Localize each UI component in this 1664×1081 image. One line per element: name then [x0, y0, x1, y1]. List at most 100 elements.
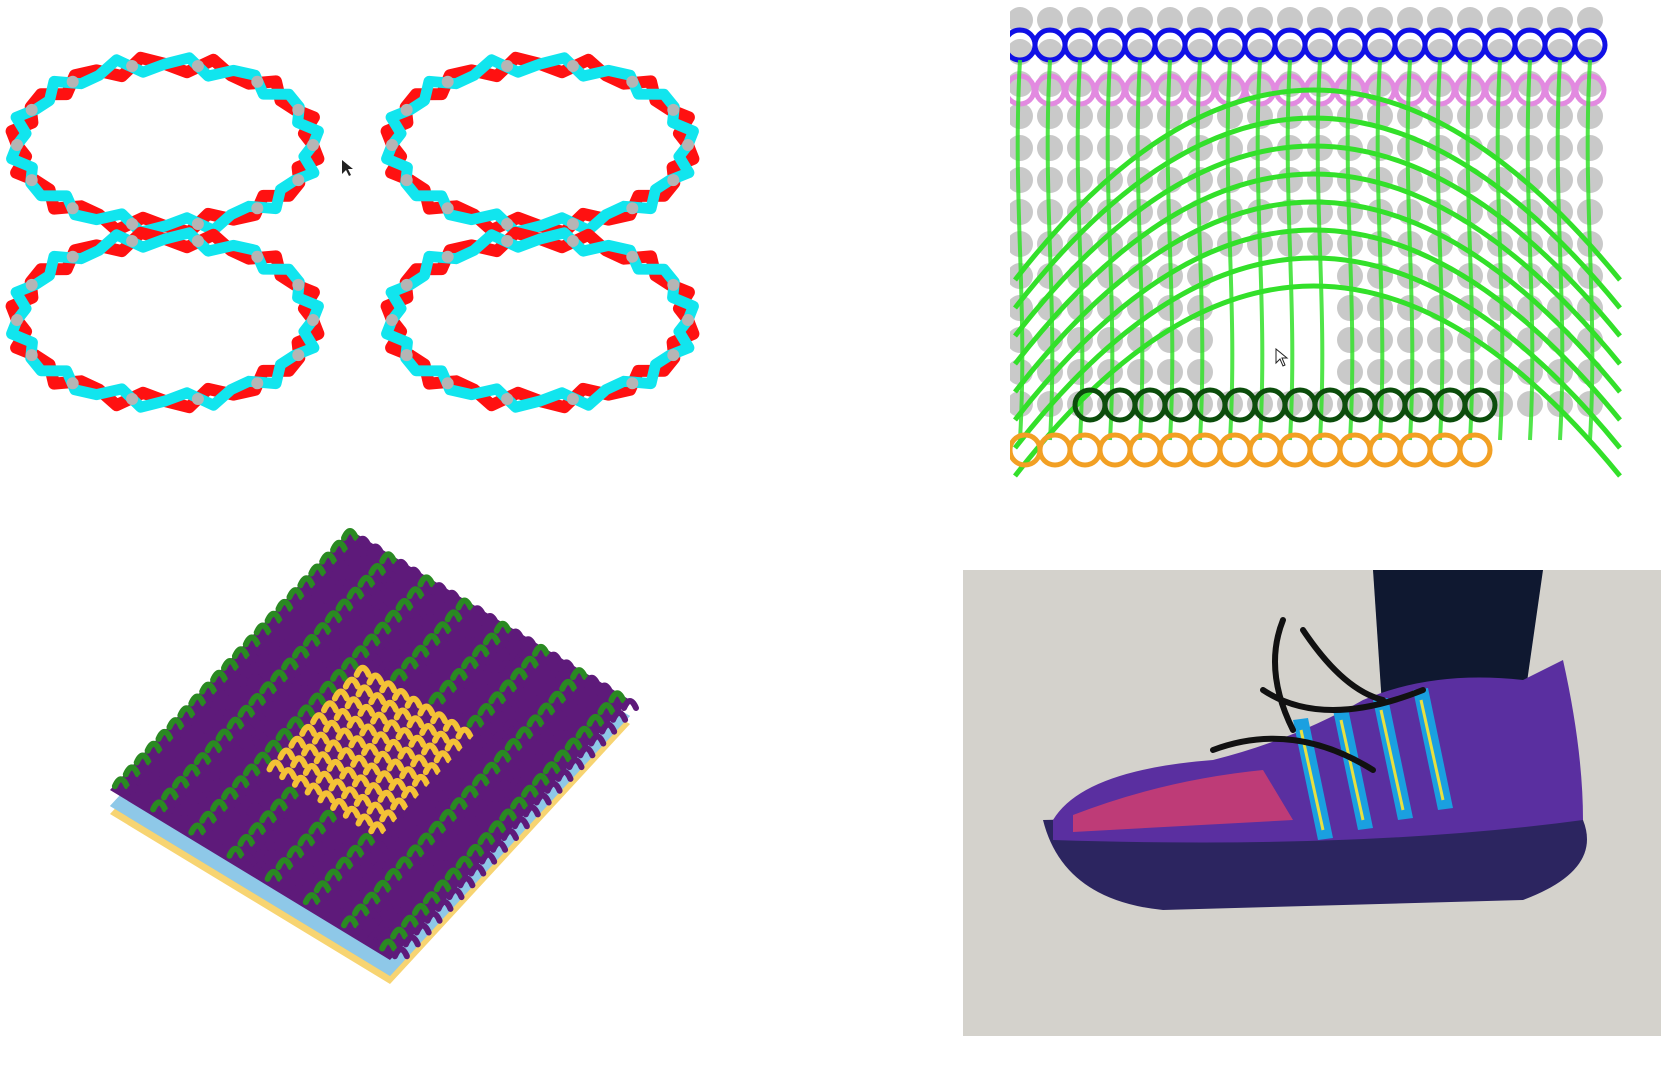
knit-stitch: [339, 895, 358, 909]
knit-stitch: [397, 617, 416, 631]
knit-stitch: [422, 633, 441, 646]
stitch-node: [1517, 7, 1543, 33]
knit-stitch: [326, 629, 345, 643]
stitch-node: [667, 174, 680, 187]
knit-stitch: [382, 848, 401, 862]
stitch-node: [626, 377, 639, 390]
green-yarn-column: [1165, 59, 1175, 441]
knit-stitch: [221, 787, 239, 801]
knit-stitch: [608, 690, 627, 704]
knit-stitch: [361, 743, 379, 756]
stitch-node: [25, 278, 38, 291]
knit-stitch: [495, 769, 514, 783]
knit-stitch: [393, 707, 412, 721]
stitch-node: [1037, 135, 1063, 161]
knit-stitch: [328, 649, 347, 663]
knit-stitch: [399, 637, 418, 651]
knit-stitch: [621, 698, 639, 711]
green-yarn-column: [1525, 59, 1535, 441]
knit-stitch: [486, 671, 505, 685]
knit-stitch: [444, 609, 463, 623]
knit-stitch: [424, 652, 443, 666]
knit-stitch: [366, 801, 385, 815]
knit-stitch: [506, 757, 525, 771]
knit-stitch: [370, 840, 389, 854]
knit-stitch: [341, 915, 359, 929]
stitch-node: [1187, 327, 1213, 353]
knit-stitch: [342, 676, 361, 690]
knit-stitch: [359, 594, 378, 608]
knit-stitch: [417, 574, 436, 588]
knit-stitch: [455, 597, 474, 611]
knit-stitch: [391, 559, 410, 572]
knit-stitch: [219, 767, 238, 781]
stitch-node: [1127, 359, 1153, 385]
knit-stitch: [531, 773, 550, 786]
green-yarn-column: [1405, 59, 1415, 441]
knit-stitch: [279, 638, 298, 651]
yarn-loop: [1277, 432, 1313, 468]
knit-stitch: [297, 704, 316, 718]
knit-stitch: [410, 754, 429, 768]
knit-stitch: [335, 598, 354, 612]
knit-stitch: [284, 825, 303, 839]
knit-stitch: [270, 669, 289, 683]
knit-stitch: [310, 712, 329, 726]
stitch-node: [682, 139, 694, 151]
knit-stitch: [390, 926, 409, 940]
knit-stitch: [521, 655, 539, 669]
stitch-node: [1427, 7, 1453, 33]
green-yarn-row: [1013, 87, 1622, 282]
knit-stitch: [204, 740, 223, 754]
knit-stitch: [466, 714, 485, 728]
shoe-toe-pattern: [1073, 770, 1293, 832]
knit-stitch: [306, 673, 325, 686]
green-yarn-column: [1015, 59, 1025, 441]
knit-stitch: [306, 802, 325, 816]
knit-stitch: [491, 730, 510, 744]
knit-stitch: [537, 702, 556, 716]
knit-stitch: [437, 660, 456, 674]
knit-stitch: [377, 919, 396, 932]
knit-stitch: [433, 750, 452, 764]
knit-stitch: [248, 693, 267, 706]
stitch-node: [1397, 327, 1423, 353]
knit-stitch: [562, 718, 581, 731]
knit-stitch: [262, 849, 281, 863]
knit-stitch: [388, 649, 407, 662]
knit-stitch: [417, 832, 436, 846]
knit-stitch: [446, 758, 465, 771]
knit-stitch: [475, 812, 494, 826]
knit-stitch: [333, 579, 352, 592]
knit-stitch: [533, 663, 552, 677]
knit-stitch: [390, 668, 409, 682]
knit-stitch: [453, 707, 472, 721]
knit-stitch: [228, 736, 247, 750]
knit-stitch: [255, 771, 274, 785]
knit-stitch: [266, 759, 285, 773]
stitch-node: [1127, 7, 1153, 33]
knit-stitch: [333, 708, 352, 721]
knit-stitch: [315, 770, 334, 784]
stitch-node: [1097, 135, 1123, 161]
knit-stitch: [275, 599, 294, 612]
knit-stitch: [348, 864, 367, 878]
knit-stitch: [401, 914, 419, 928]
knit-stitch: [421, 871, 439, 885]
knit-stitch: [308, 563, 327, 577]
stitch-node: [1337, 359, 1363, 385]
knit-stitch: [411, 774, 430, 787]
knit-stitch: [426, 801, 445, 815]
knit-stitch: [453, 836, 472, 850]
knit-stitch: [302, 763, 321, 776]
mouse-cursor-icon: [1275, 348, 1289, 367]
knit-stitch: [291, 645, 310, 659]
knit-stitch: [522, 675, 541, 689]
stitch-node: [251, 250, 264, 263]
stitch-node: [191, 218, 204, 230]
knit-stitch: [510, 667, 529, 681]
stitch-node: [1277, 103, 1303, 129]
knit-stitch: [428, 691, 447, 705]
stitch-node: [1037, 103, 1063, 129]
knit-stitch: [382, 590, 401, 604]
